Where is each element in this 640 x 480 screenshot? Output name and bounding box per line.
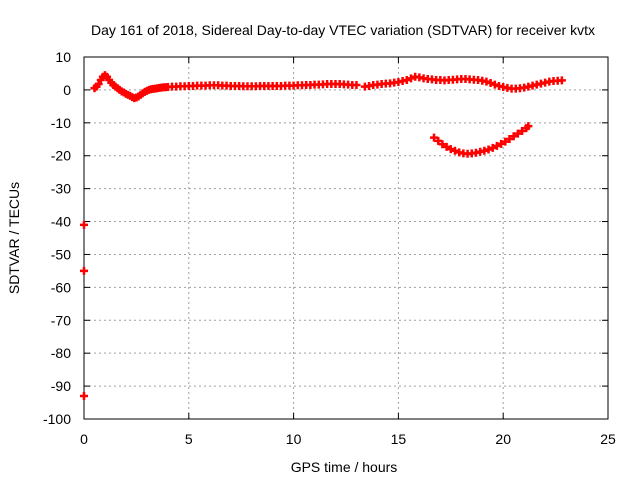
data-point — [501, 137, 510, 146]
data-point — [509, 132, 518, 141]
data-point — [557, 76, 566, 85]
x-tick-label: 15 — [391, 431, 407, 447]
y-tick-label: -80 — [51, 345, 71, 361]
data-points — [80, 71, 566, 400]
data-point — [482, 77, 491, 86]
y-tick-label: -20 — [51, 148, 71, 164]
data-point — [505, 134, 514, 143]
y-tick-label: -50 — [51, 246, 71, 262]
y-tick-label: -60 — [51, 279, 71, 295]
grid-lines — [84, 57, 608, 419]
y-tick-label: -40 — [51, 214, 71, 230]
data-point — [434, 136, 443, 145]
data-point — [80, 266, 88, 275]
data-point — [438, 140, 447, 149]
chart-title: Day 161 of 2018, Sidereal Day-to-day VTE… — [91, 22, 595, 38]
data-point — [513, 129, 522, 138]
data-point — [497, 139, 506, 148]
plot-frame — [83, 56, 609, 420]
data-point — [450, 146, 459, 155]
data-point — [446, 145, 455, 154]
data-point — [430, 133, 439, 142]
data-point — [352, 80, 361, 89]
data-point — [406, 74, 415, 83]
data-point — [80, 391, 88, 400]
y-tick-label: 0 — [63, 82, 71, 98]
y-axis-ticks: 10 0 -10 -20 -30 -40 -50 -60 -70 -80 -90 -100 — [43, 49, 608, 427]
series-3 — [430, 122, 533, 158]
y-tick-label: -30 — [51, 181, 71, 197]
x-tick-label: 20 — [495, 431, 511, 447]
data-point — [442, 142, 451, 151]
y-tick-label: -10 — [51, 115, 71, 131]
data-point — [492, 141, 501, 150]
series-2 — [360, 72, 566, 93]
y-tick-label: -90 — [51, 378, 71, 394]
data-point — [490, 80, 499, 89]
data-point — [402, 76, 411, 85]
data-point — [524, 122, 533, 131]
x-axis-ticks: 0 5 10 15 20 25 — [80, 57, 616, 447]
data-point — [518, 127, 527, 136]
data-point — [80, 220, 88, 229]
x-tick-label: 0 — [80, 431, 88, 447]
x-axis-label: GPS time / hours — [291, 459, 398, 475]
data-point — [488, 143, 497, 152]
x-tick-label: 10 — [286, 431, 302, 447]
series-4 — [80, 220, 88, 400]
series-1 — [90, 71, 361, 103]
y-tick-label: -70 — [51, 312, 71, 328]
x-tick-label: 25 — [600, 431, 616, 447]
data-point — [486, 78, 495, 87]
data-point — [484, 145, 493, 154]
y-tick-label: -100 — [43, 411, 71, 427]
x-tick-label: 5 — [185, 431, 193, 447]
y-axis-label: SDTVAR / TECUs — [6, 182, 22, 294]
data-point — [480, 146, 489, 155]
y-tick-label: 10 — [55, 49, 71, 65]
